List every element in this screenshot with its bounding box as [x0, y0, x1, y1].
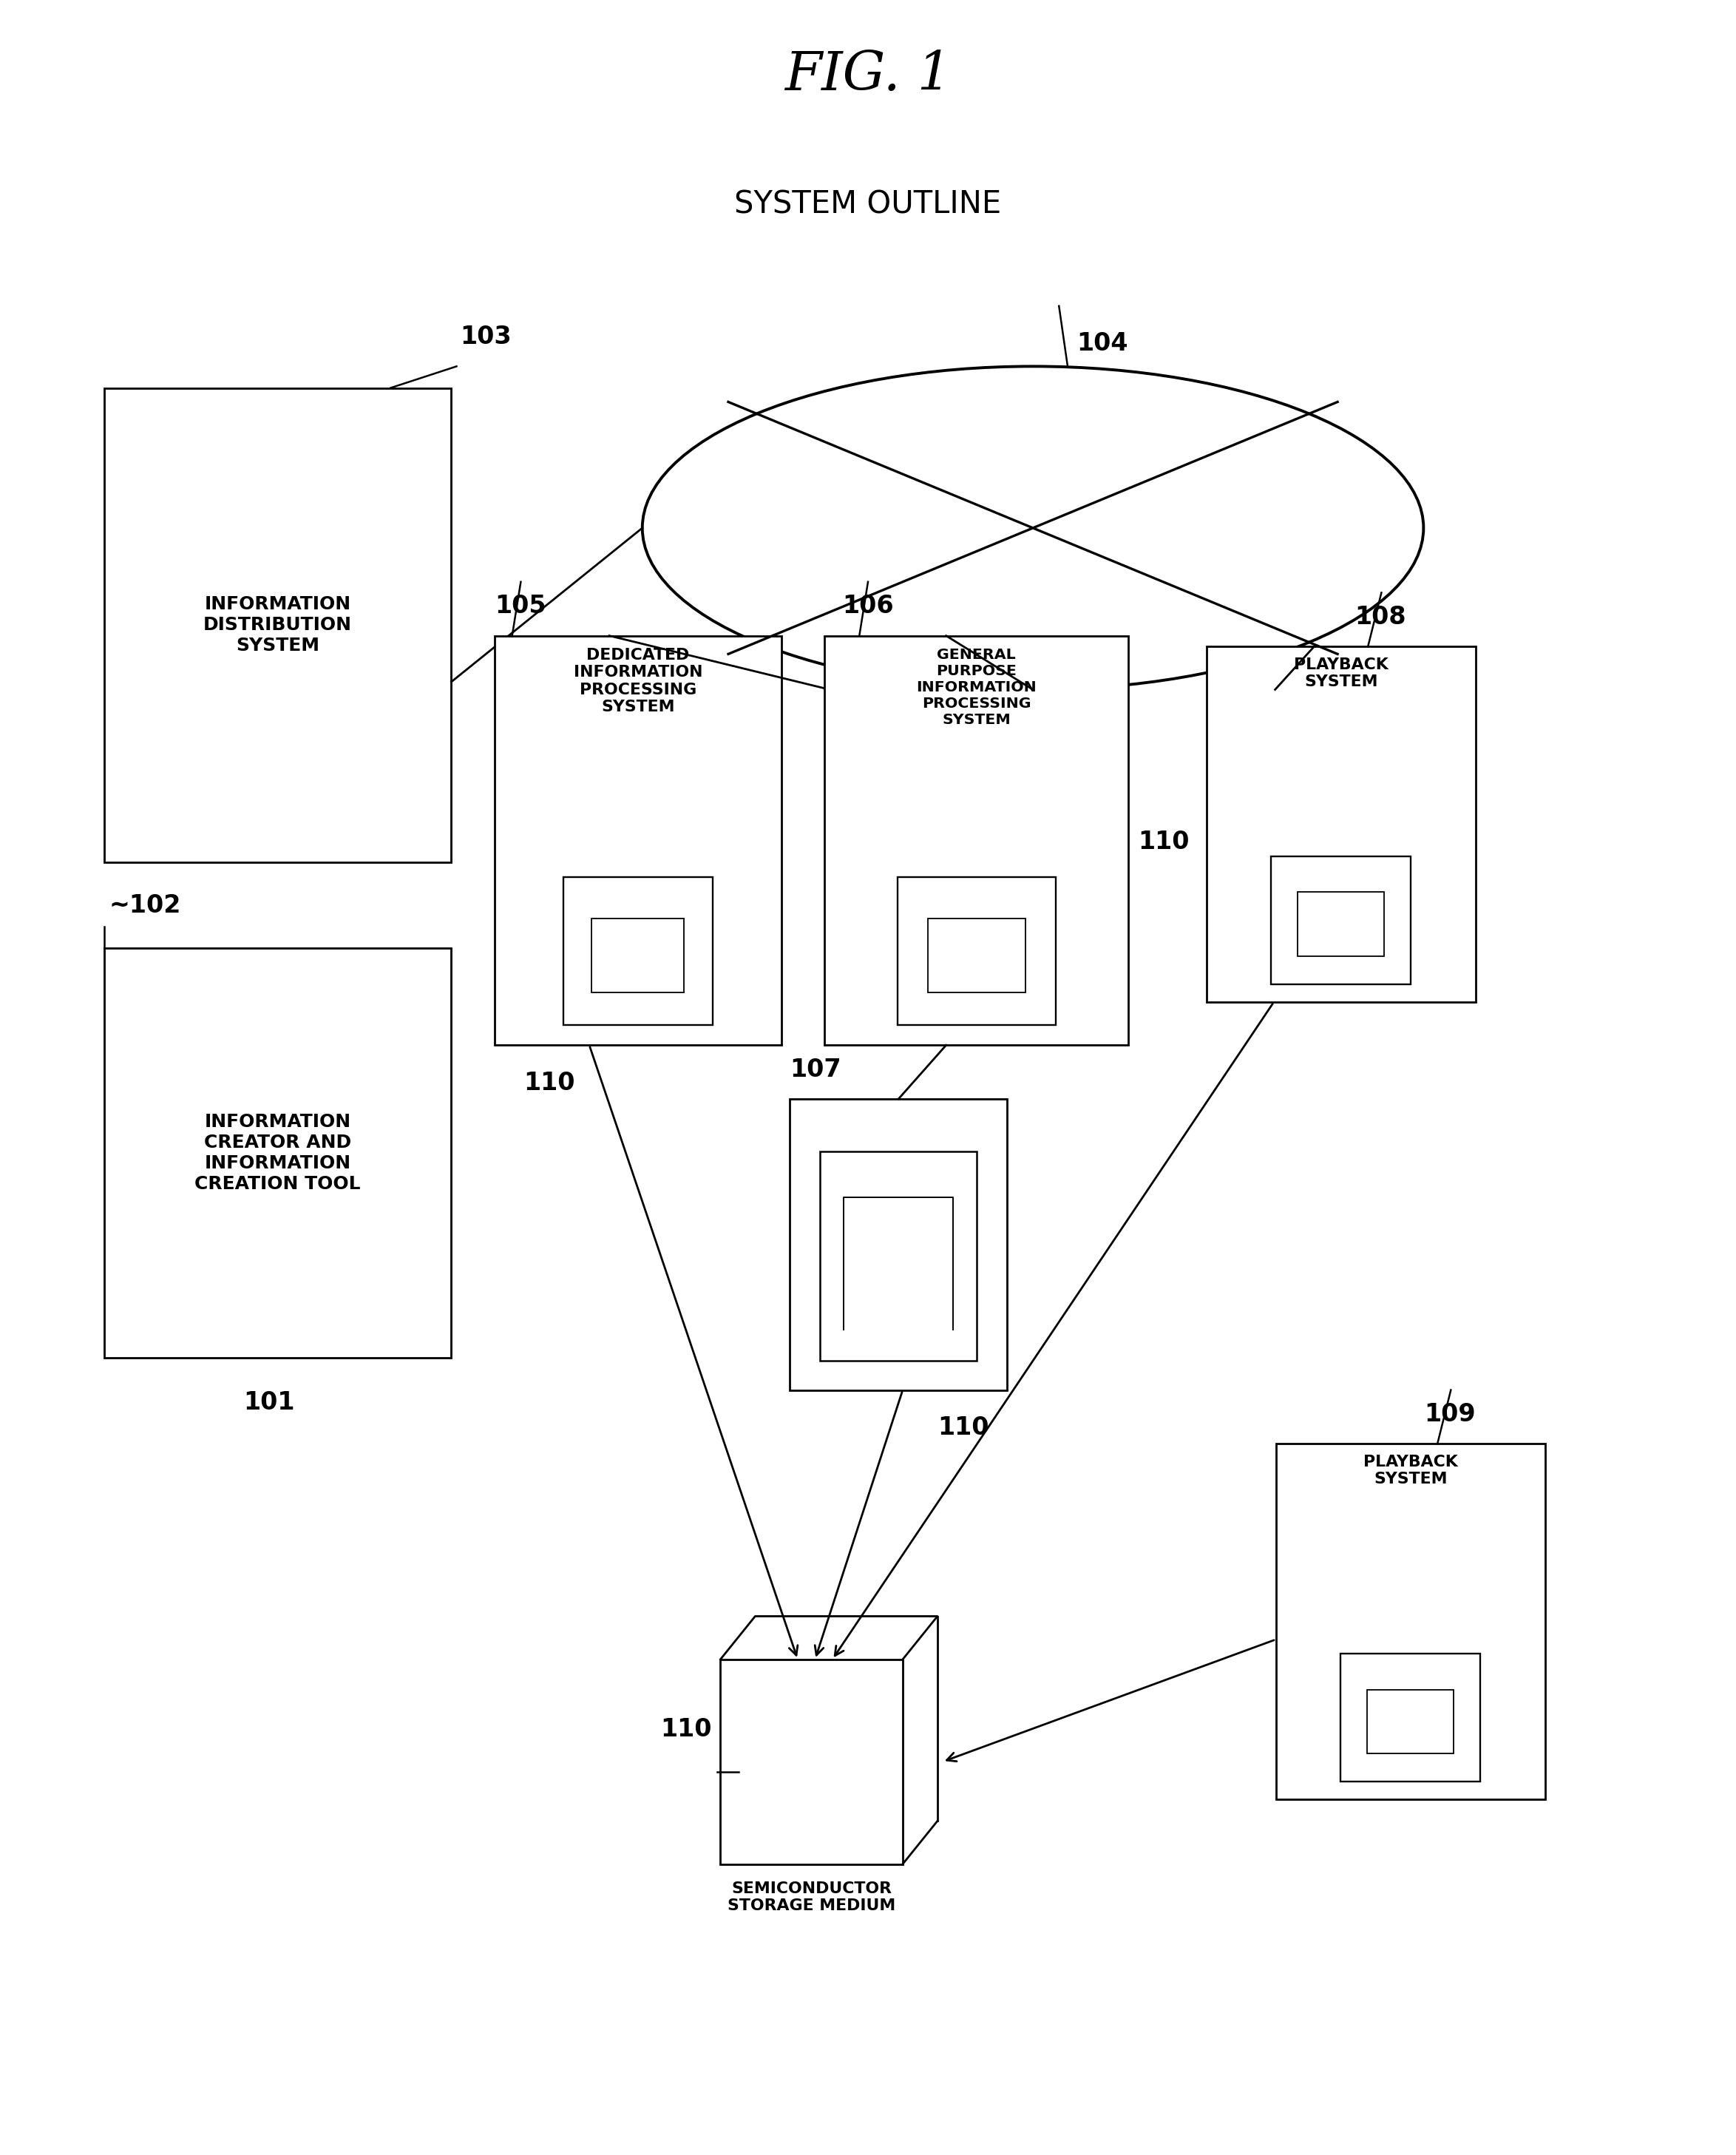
Bar — [898, 877, 1055, 1026]
Bar — [819, 1151, 976, 1362]
Bar — [1368, 1690, 1453, 1754]
Text: 104: 104 — [1076, 332, 1128, 356]
Text: INFORMATION
CREATOR AND
INFORMATION
CREATION TOOL: INFORMATION CREATOR AND INFORMATION CREA… — [194, 1114, 361, 1192]
Text: 106: 106 — [842, 595, 894, 618]
Text: 108: 108 — [1354, 606, 1406, 629]
Text: SYSTEM OUTLINE: SYSTEM OUTLINE — [734, 190, 1002, 220]
Bar — [927, 918, 1026, 991]
Text: 110: 110 — [524, 1071, 575, 1095]
Bar — [720, 1659, 903, 1864]
Text: 103: 103 — [460, 325, 512, 349]
Text: GENERAL
PURPOSE
INFORMATION
PROCESSING
SYSTEM: GENERAL PURPOSE INFORMATION PROCESSING S… — [917, 649, 1036, 726]
Bar — [104, 948, 451, 1358]
Bar — [104, 388, 451, 862]
Text: DEDICATED
INFORMATION
PROCESSING
SYSTEM: DEDICATED INFORMATION PROCESSING SYSTEM — [573, 649, 703, 713]
Text: 101: 101 — [243, 1390, 295, 1414]
Bar — [1276, 1444, 1545, 1799]
Text: 110: 110 — [1137, 830, 1189, 853]
Ellipse shape — [642, 366, 1424, 690]
Text: PLAYBACK
SYSTEM: PLAYBACK SYSTEM — [1363, 1455, 1458, 1487]
Text: INFORMATION
DISTRIBUTION
SYSTEM: INFORMATION DISTRIBUTION SYSTEM — [203, 595, 352, 655]
Bar — [1340, 1653, 1481, 1782]
Text: SEMICONDUCTOR
STORAGE MEDIUM: SEMICONDUCTOR STORAGE MEDIUM — [727, 1881, 896, 1914]
Text: 110: 110 — [937, 1416, 990, 1440]
Text: 110: 110 — [660, 1718, 712, 1741]
Text: 105: 105 — [495, 595, 547, 618]
Bar — [1299, 892, 1384, 957]
Bar — [825, 636, 1128, 1045]
Text: PLAYBACK
SYSTEM: PLAYBACK SYSTEM — [1293, 657, 1389, 690]
Text: ~102: ~102 — [109, 894, 181, 918]
Text: 109: 109 — [1424, 1403, 1476, 1427]
Bar — [564, 877, 712, 1026]
Bar — [495, 636, 781, 1045]
Bar — [592, 918, 684, 991]
Bar — [790, 1099, 1007, 1390]
Bar — [1271, 856, 1411, 985]
Text: FIG. 1: FIG. 1 — [785, 50, 951, 101]
Bar — [1207, 646, 1476, 1002]
Text: 107: 107 — [790, 1058, 842, 1082]
